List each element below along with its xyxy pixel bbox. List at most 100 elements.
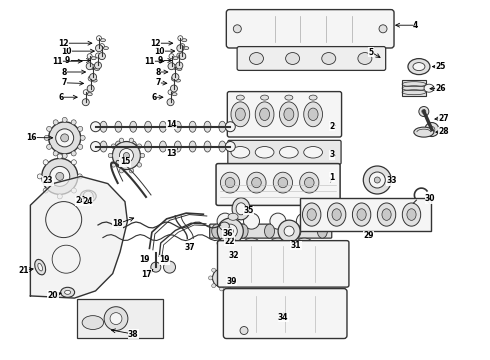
Circle shape xyxy=(244,213,260,229)
Circle shape xyxy=(78,144,83,149)
Ellipse shape xyxy=(130,141,137,152)
Text: 23: 23 xyxy=(43,176,53,185)
Circle shape xyxy=(50,166,70,186)
Ellipse shape xyxy=(236,95,245,100)
Text: 32: 32 xyxy=(229,251,240,260)
Ellipse shape xyxy=(103,47,108,50)
Circle shape xyxy=(78,126,83,131)
Text: 6: 6 xyxy=(152,93,157,102)
Ellipse shape xyxy=(100,141,107,152)
Ellipse shape xyxy=(261,95,269,100)
Text: 37: 37 xyxy=(185,243,196,252)
Ellipse shape xyxy=(296,238,312,248)
Circle shape xyxy=(62,117,67,122)
Text: 7: 7 xyxy=(61,78,66,87)
Ellipse shape xyxy=(100,39,105,42)
Ellipse shape xyxy=(358,53,372,64)
Ellipse shape xyxy=(80,190,96,202)
Ellipse shape xyxy=(322,53,336,64)
Text: 14: 14 xyxy=(166,120,177,129)
Ellipse shape xyxy=(61,287,74,297)
Circle shape xyxy=(77,174,82,179)
Circle shape xyxy=(123,153,129,158)
Ellipse shape xyxy=(255,147,274,158)
Ellipse shape xyxy=(408,59,430,75)
Circle shape xyxy=(95,62,101,69)
Ellipse shape xyxy=(304,102,322,127)
Ellipse shape xyxy=(174,141,181,152)
Circle shape xyxy=(296,213,312,229)
Text: 4: 4 xyxy=(413,21,418,30)
Ellipse shape xyxy=(204,141,211,152)
Circle shape xyxy=(86,63,93,70)
Ellipse shape xyxy=(291,224,301,238)
Ellipse shape xyxy=(327,203,346,226)
Circle shape xyxy=(429,126,435,132)
Circle shape xyxy=(208,276,213,280)
Ellipse shape xyxy=(91,57,96,60)
Ellipse shape xyxy=(82,316,103,329)
Circle shape xyxy=(212,268,216,272)
Ellipse shape xyxy=(304,147,322,158)
Circle shape xyxy=(82,99,89,106)
Ellipse shape xyxy=(279,147,298,158)
Circle shape xyxy=(42,158,78,194)
FancyBboxPatch shape xyxy=(210,224,332,238)
Ellipse shape xyxy=(255,102,274,127)
Ellipse shape xyxy=(265,224,274,238)
Ellipse shape xyxy=(212,224,221,238)
Ellipse shape xyxy=(65,290,71,294)
Ellipse shape xyxy=(302,203,321,226)
Circle shape xyxy=(53,151,58,156)
Text: 18: 18 xyxy=(112,220,123,229)
Ellipse shape xyxy=(244,238,260,248)
Ellipse shape xyxy=(130,121,137,132)
Circle shape xyxy=(43,188,48,193)
FancyBboxPatch shape xyxy=(223,289,347,338)
FancyBboxPatch shape xyxy=(227,91,342,137)
Ellipse shape xyxy=(174,121,181,132)
Text: 9: 9 xyxy=(65,56,70,65)
Text: 6: 6 xyxy=(58,93,63,102)
Circle shape xyxy=(179,53,186,60)
Circle shape xyxy=(61,134,69,142)
Text: 17: 17 xyxy=(141,270,151,279)
Ellipse shape xyxy=(407,209,416,220)
Circle shape xyxy=(56,172,64,180)
Ellipse shape xyxy=(181,56,186,59)
Ellipse shape xyxy=(247,172,266,193)
Circle shape xyxy=(172,73,179,81)
Circle shape xyxy=(374,177,380,183)
Text: 7: 7 xyxy=(155,78,160,87)
Ellipse shape xyxy=(204,121,211,132)
Ellipse shape xyxy=(238,224,248,238)
Text: 8: 8 xyxy=(61,68,66,77)
Text: 3: 3 xyxy=(330,150,335,159)
Circle shape xyxy=(217,213,233,229)
Circle shape xyxy=(278,220,300,242)
Text: 24: 24 xyxy=(75,197,86,205)
Ellipse shape xyxy=(177,68,182,71)
Ellipse shape xyxy=(402,203,421,226)
Text: 25: 25 xyxy=(436,62,446,71)
Circle shape xyxy=(119,168,123,173)
Circle shape xyxy=(137,163,142,167)
Circle shape xyxy=(212,284,216,288)
Ellipse shape xyxy=(249,53,264,64)
Circle shape xyxy=(220,287,223,291)
Circle shape xyxy=(57,194,62,199)
Text: 35: 35 xyxy=(244,206,254,215)
Text: 2: 2 xyxy=(330,122,335,131)
Circle shape xyxy=(217,218,244,244)
Circle shape xyxy=(91,122,100,132)
Bar xyxy=(402,80,426,96)
Circle shape xyxy=(129,168,134,173)
Text: 21: 21 xyxy=(18,266,29,275)
Text: 11: 11 xyxy=(144,57,155,66)
Text: 19: 19 xyxy=(139,255,150,264)
Circle shape xyxy=(43,160,48,165)
Ellipse shape xyxy=(413,63,425,71)
Circle shape xyxy=(72,160,76,165)
Circle shape xyxy=(96,53,100,58)
Text: 1: 1 xyxy=(330,173,335,182)
